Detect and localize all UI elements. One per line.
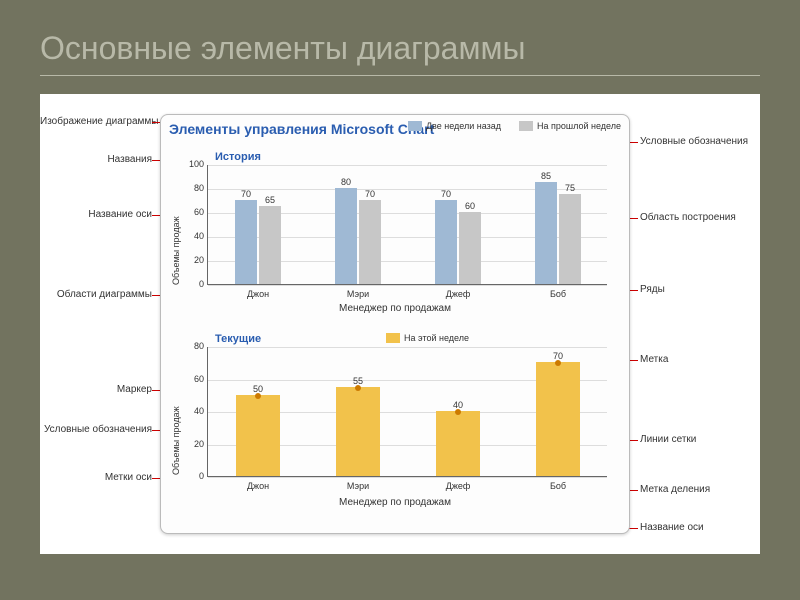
value-label: 70 [365, 189, 375, 199]
annot-titles: Названия [40, 154, 152, 165]
annot-legend-l: Условные обозначения [40, 424, 152, 435]
swatch-icon [408, 121, 422, 131]
ytick: 20 [182, 439, 204, 449]
bar [435, 200, 457, 284]
annot-label: Метка [640, 354, 668, 365]
ylabel-bottom: Объемы продаж [171, 355, 181, 475]
bar [459, 212, 481, 284]
value-label: 60 [465, 201, 475, 211]
annot-axis-ticks: Метки оси [40, 472, 152, 483]
value-label: 70 [241, 189, 251, 199]
bar [259, 206, 281, 284]
marker-icon [455, 409, 461, 415]
xtick: Мэри [347, 289, 369, 299]
bar [335, 188, 357, 284]
ytick: 80 [182, 183, 204, 193]
bar [235, 200, 257, 284]
annot-image: Изображение диаграммы [40, 116, 152, 127]
ytick: 40 [182, 406, 204, 416]
bar [336, 387, 380, 476]
annot-gridlines: Линии сетки [640, 434, 696, 445]
legend-label: На этой неделе [404, 333, 469, 343]
xtick: Боб [550, 289, 566, 299]
ytick: 60 [182, 374, 204, 384]
chart-figure: Изображение диаграммы Названия Название … [40, 94, 760, 554]
plot-top: 0204060801007065Джон8070Мэри7060Джеф8575… [207, 165, 607, 285]
gridline [208, 165, 607, 166]
legend-item: Две недели назад [408, 121, 501, 131]
plot-bottom: 02040608050Джон55Мэри40Джеф70Боб [207, 347, 607, 477]
ytick: 0 [182, 471, 204, 481]
xaxis-title-bottom: Менеджер по продажам [339, 497, 451, 508]
annot-chart-area: Области диаграммы [40, 289, 152, 300]
annot-series: Ряды [640, 284, 665, 295]
swatch-icon [386, 333, 400, 343]
bar [359, 200, 381, 284]
bar [559, 194, 581, 284]
value-label: 65 [265, 195, 275, 205]
annot-plot-area: Область построения [640, 212, 736, 223]
ytick: 40 [182, 231, 204, 241]
xtick: Джеф [446, 289, 471, 299]
annot-axis-title: Название оси [40, 209, 152, 220]
legend-label: На прошлой неделе [537, 121, 621, 131]
ylabel-top: Объемы продаж [171, 175, 181, 285]
annot-axis-name: Название оси [640, 522, 704, 533]
ytick: 100 [182, 159, 204, 169]
xtick: Джон [247, 289, 269, 299]
annot-tick-mark: Метка деления [640, 484, 710, 495]
gridline [208, 285, 607, 286]
marker-icon [355, 385, 361, 391]
bar [536, 362, 580, 476]
subtitle-bottom: Текущие [215, 333, 261, 345]
xtick: Боб [550, 481, 566, 491]
swatch-icon [519, 121, 533, 131]
legend-item: На прошлой неделе [519, 121, 621, 131]
legend-label: Две недели назад [426, 121, 501, 131]
bar [436, 411, 480, 476]
xtick: Джеф [446, 481, 471, 491]
legend-item: На этой неделе [386, 333, 469, 343]
gridline [208, 347, 607, 348]
ytick: 60 [182, 207, 204, 217]
subtitle-top: История [215, 151, 261, 163]
bar [535, 182, 557, 284]
marker-icon [255, 393, 261, 399]
bar [236, 395, 280, 476]
xtick: Мэри [347, 481, 369, 491]
slide: Основные элементы диаграммы Изображение … [0, 0, 800, 600]
ytick: 80 [182, 341, 204, 351]
xaxis-title-top: Менеджер по продажам [339, 303, 451, 314]
value-label: 75 [565, 183, 575, 193]
annot-legend-r: Условные обозначения [640, 136, 748, 147]
value-label: 70 [441, 189, 451, 199]
ytick: 20 [182, 255, 204, 265]
value-label: 85 [541, 171, 551, 181]
marker-icon [555, 360, 561, 366]
legend-bottom: На этой неделе [386, 333, 469, 343]
ytick: 0 [182, 279, 204, 289]
annot-marker: Маркер [40, 384, 152, 395]
xtick: Джон [247, 481, 269, 491]
gridline [208, 477, 607, 478]
chart-panel: Элементы управления Microsoft Chart Две … [160, 114, 630, 534]
value-label: 80 [341, 177, 351, 187]
slide-title: Основные элементы диаграммы [40, 30, 760, 76]
legend-top: Две недели назад На прошлой неделе [408, 121, 621, 131]
